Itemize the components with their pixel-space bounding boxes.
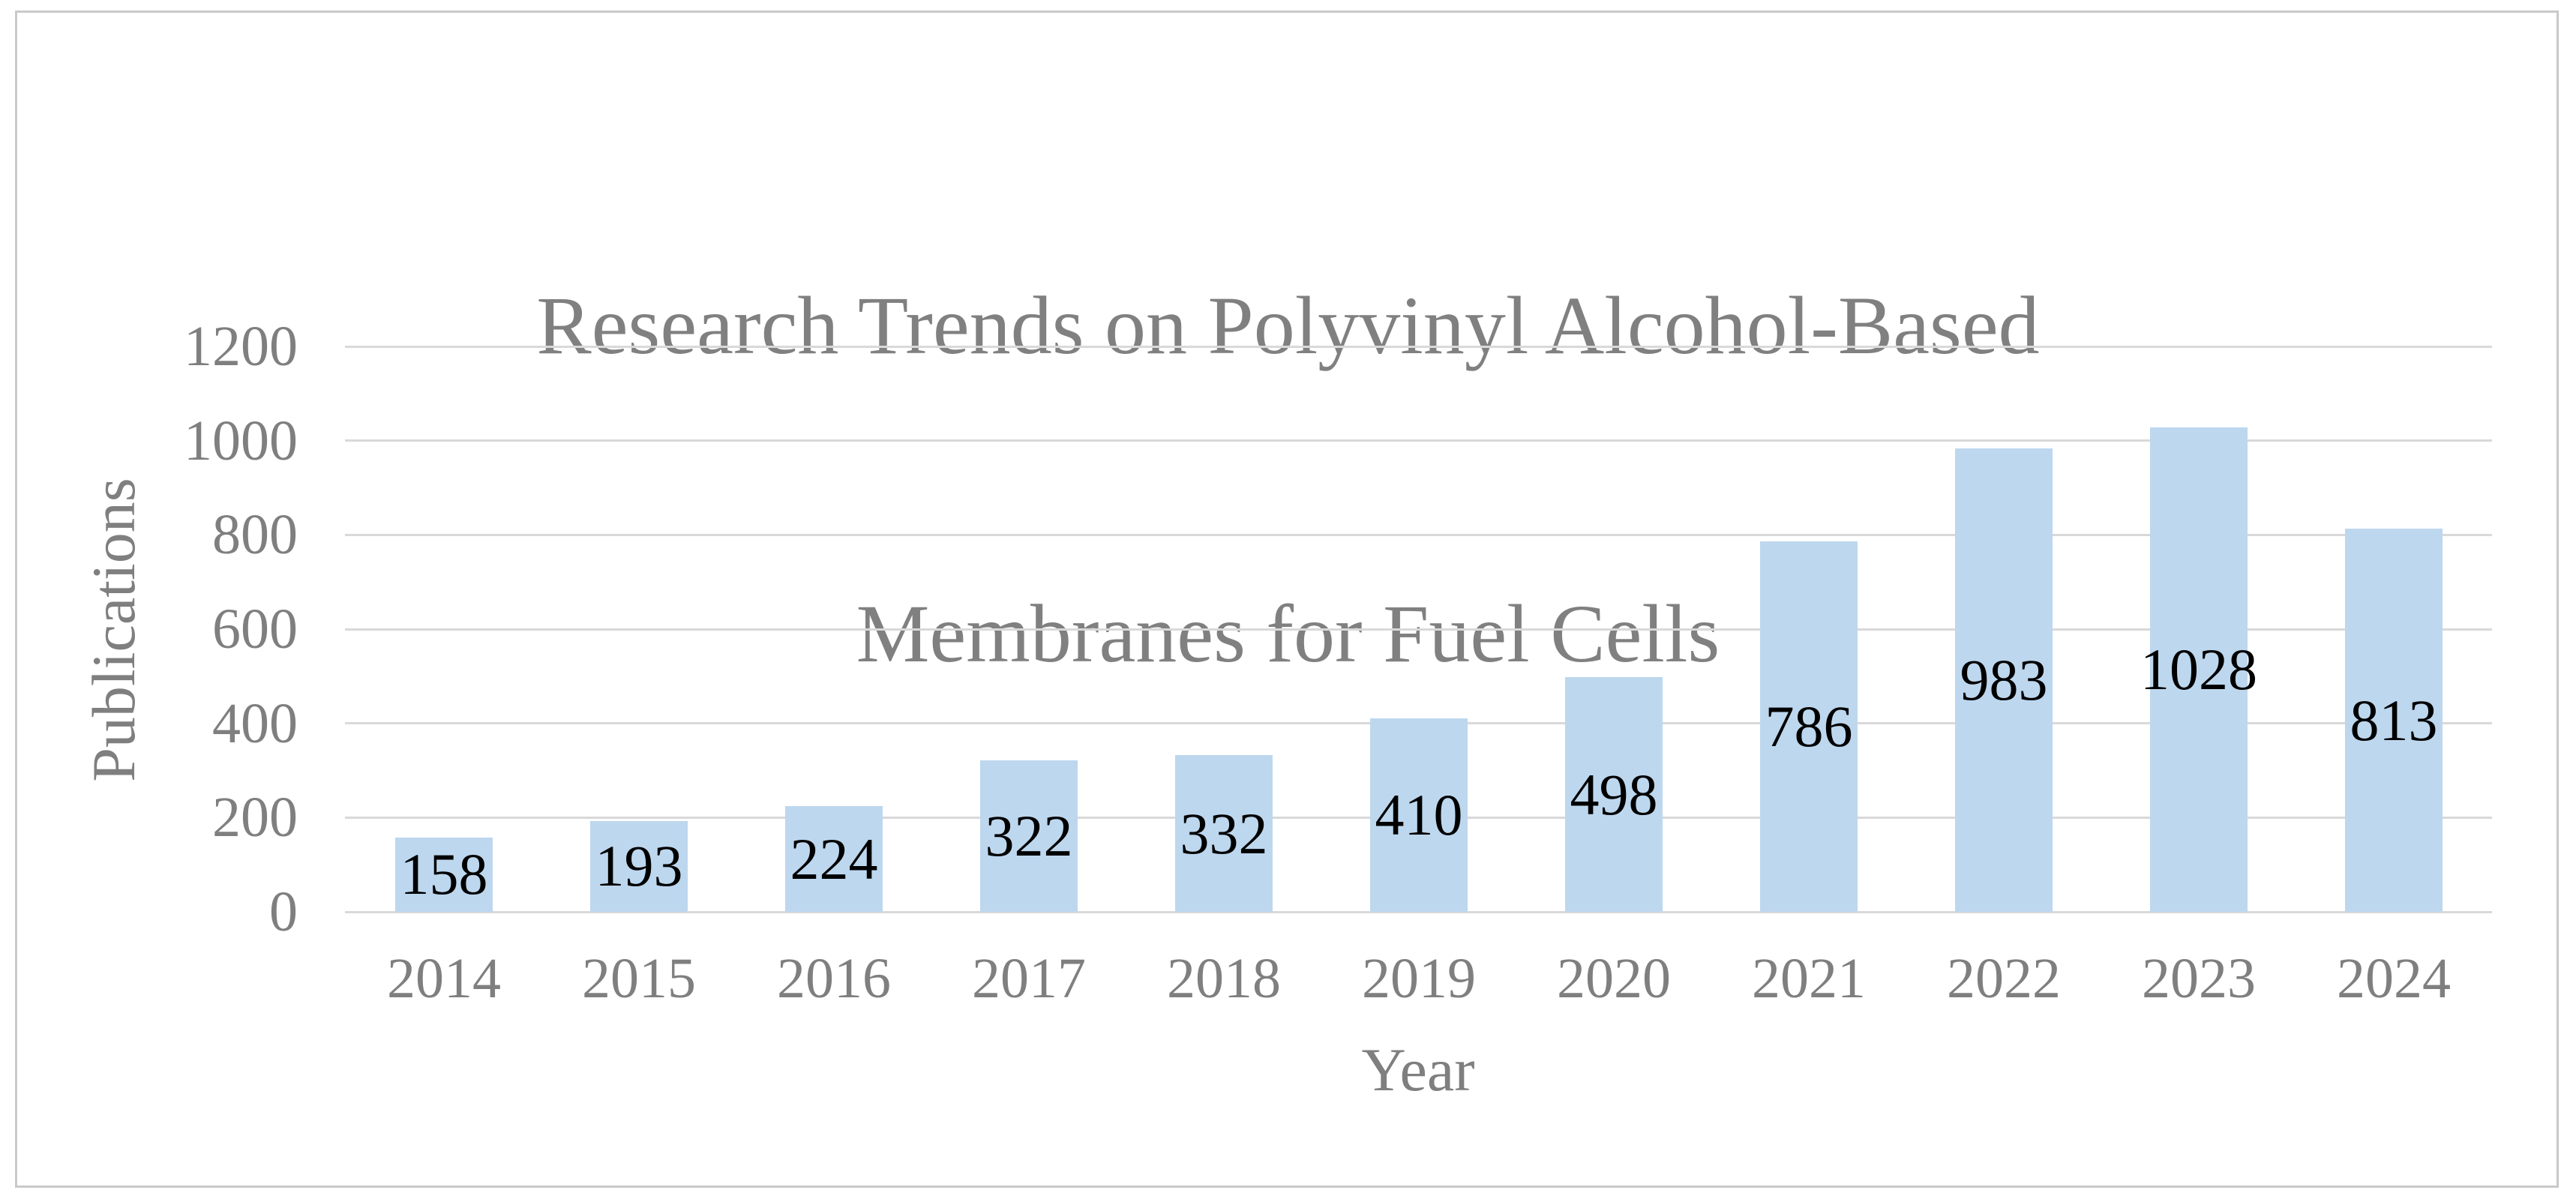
x-axis-tick-label-2018: 2018 bbox=[1167, 947, 1281, 1010]
bar-value-label-2014: 158 bbox=[400, 841, 488, 907]
bar-value-label-2021: 786 bbox=[1765, 694, 1853, 760]
chart-title-line-2: Membranes for Fuel Cells bbox=[856, 588, 1720, 679]
gridline-800 bbox=[345, 533, 2492, 536]
chart-title-line-1: Research Trends on Polyvinyl Alcohol-Bas… bbox=[536, 280, 2040, 371]
x-axis-tick-label-2024: 2024 bbox=[2337, 947, 2451, 1010]
bar-2020: 498 bbox=[1565, 677, 1663, 912]
x-axis-tick-label-2023: 2023 bbox=[2142, 947, 2256, 1010]
y-axis-tick-label: 600 bbox=[212, 598, 298, 661]
bar-2017: 322 bbox=[980, 760, 1078, 912]
y-axis-title: Publications bbox=[79, 478, 148, 782]
bar-value-label-2022: 983 bbox=[1960, 647, 2048, 713]
y-axis-tick-label: 800 bbox=[212, 503, 298, 567]
gridline-1200 bbox=[345, 345, 2492, 348]
x-axis-title: Year bbox=[1361, 1036, 1475, 1104]
bar-2019: 410 bbox=[1370, 718, 1468, 912]
bar-2024: 813 bbox=[2345, 529, 2443, 912]
y-axis-tick-label: 1200 bbox=[184, 315, 298, 378]
y-axis-tick-label: 1000 bbox=[184, 409, 298, 472]
bar-2018: 332 bbox=[1175, 755, 1273, 912]
bar-value-label-2017: 322 bbox=[985, 802, 1073, 868]
y-axis-tick-label: 200 bbox=[212, 786, 298, 850]
gridline-1000 bbox=[345, 439, 2492, 442]
bar-value-label-2019: 410 bbox=[1375, 782, 1463, 848]
y-axis-tick-label: 0 bbox=[269, 880, 298, 943]
x-axis-tick-label-2015: 2015 bbox=[582, 947, 696, 1010]
bar-value-label-2023: 1028 bbox=[2140, 637, 2257, 703]
x-axis-tick-label-2020: 2020 bbox=[1557, 947, 1671, 1010]
bar-2014: 158 bbox=[395, 837, 493, 912]
bar-value-label-2015: 193 bbox=[595, 833, 683, 899]
bar-2016: 224 bbox=[785, 806, 883, 912]
bar-2023: 1028 bbox=[2140, 427, 2257, 912]
bar-2021: 786 bbox=[1760, 541, 1858, 912]
x-axis-tick-label-2016: 2016 bbox=[777, 947, 891, 1010]
x-axis-tick-label-2022: 2022 bbox=[1947, 947, 2061, 1010]
x-axis-tick-label-2019: 2019 bbox=[1362, 947, 1476, 1010]
chart-border-frame bbox=[15, 10, 2559, 1188]
bar-2015: 193 bbox=[590, 820, 688, 912]
x-axis-tick-label-2014: 2014 bbox=[387, 947, 501, 1010]
y-axis-tick-label: 400 bbox=[212, 691, 298, 755]
gridline-600 bbox=[345, 628, 2492, 631]
x-axis-tick-label-2017: 2017 bbox=[972, 947, 1086, 1010]
bar-2022: 983 bbox=[1955, 448, 2053, 912]
gridline-0 bbox=[345, 910, 2492, 913]
x-axis-tick-label-2021: 2021 bbox=[1752, 947, 1866, 1010]
bar-value-label-2016: 224 bbox=[790, 826, 878, 892]
plot-area: 158 193 224 322 332 410 498 786 983 1028 813 bbox=[345, 345, 2492, 913]
bar-value-label-2018: 332 bbox=[1180, 800, 1268, 866]
bar-value-label-2024: 813 bbox=[2350, 687, 2438, 753]
chart-title: Research Trends on Polyvinyl Alcohol-Bas… bbox=[0, 69, 2576, 788]
bar-value-label-2020: 498 bbox=[1570, 761, 1658, 827]
